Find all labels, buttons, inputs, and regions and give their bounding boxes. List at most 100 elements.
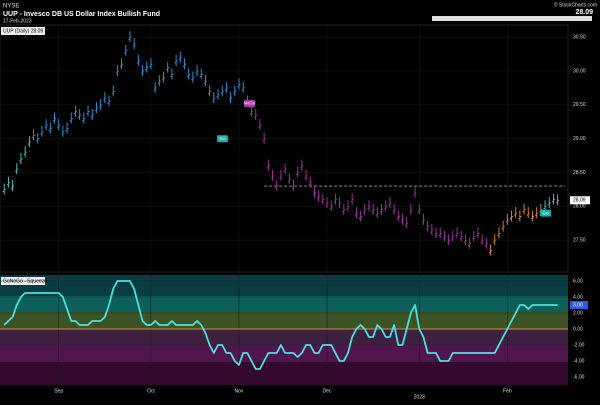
- price-bar: [392, 203, 396, 215]
- osc-tick-label: -6.00: [573, 374, 585, 380]
- price-bar: [90, 109, 94, 121]
- x-tick-label: Feb: [503, 388, 512, 394]
- price-bar: [312, 186, 316, 198]
- price-bar: [86, 105, 90, 117]
- annotation: NoGo: [244, 101, 256, 106]
- price-bar: [187, 68, 191, 80]
- price-bar: [99, 98, 103, 110]
- price-bar: [162, 71, 166, 83]
- price-bar: [153, 81, 157, 93]
- osc-tick-label: 0.00: [573, 326, 583, 332]
- price-bar: [472, 230, 476, 242]
- price-bar: [497, 227, 501, 239]
- x-tick-label: 2023: [414, 394, 425, 400]
- price-bar: [388, 196, 392, 208]
- y-tick-label: 27.50: [573, 238, 586, 244]
- price-bar: [434, 227, 438, 239]
- price-bar: [266, 159, 270, 171]
- price-bar: [132, 37, 136, 49]
- oscillator-line: [3, 280, 558, 370]
- price-bar: [514, 207, 518, 219]
- x-tick-label: Nov: [235, 388, 244, 394]
- price-bar: [27, 136, 31, 148]
- price-bar: [254, 109, 258, 121]
- x-tick-label: Dec: [323, 388, 332, 394]
- price-bar: [371, 203, 375, 215]
- price-bar: [346, 200, 350, 212]
- price-bar: [359, 210, 363, 222]
- price-bar: [438, 227, 442, 239]
- price-bar: [120, 58, 124, 70]
- price-bar: [57, 119, 61, 131]
- price-bar: [480, 234, 484, 246]
- price-bar: [65, 122, 69, 134]
- legend: UUP (Daily) 28.09: [3, 28, 43, 34]
- osc-tick-label: 6.00: [573, 278, 583, 284]
- price-bar: [224, 81, 228, 93]
- band: [0, 275, 568, 296]
- price-bar: [2, 183, 6, 195]
- price-bar: [258, 119, 262, 131]
- y-tick-label: 28.00: [573, 204, 586, 210]
- legend-box: [1, 27, 45, 35]
- price-bar: [178, 51, 182, 63]
- price-bar: [271, 169, 275, 181]
- price-bar: [124, 44, 128, 56]
- price-bar: [354, 207, 358, 219]
- price-bar: [174, 54, 178, 66]
- price-bar: [69, 112, 73, 124]
- price-bar: [78, 109, 82, 121]
- price-bar: [73, 105, 77, 117]
- price-bar: [23, 146, 27, 158]
- price-bar: [191, 71, 195, 83]
- annotation-box: [244, 99, 255, 107]
- price-bar: [526, 207, 530, 219]
- price-bar: [145, 61, 149, 73]
- price-bar: [136, 54, 140, 66]
- osc-legend: GoNoGo - Squeeze: [3, 278, 47, 284]
- price-bar: [375, 207, 379, 219]
- price-bar: [380, 203, 384, 215]
- y-tick-label: 30.50: [573, 35, 586, 41]
- date: 17-Feb-2023: [3, 18, 32, 24]
- price-bar: [195, 65, 199, 77]
- annotation-box: [217, 135, 228, 143]
- price-bar: [283, 163, 287, 175]
- osc-tick-label: 4.00: [573, 294, 583, 300]
- price-bar: [530, 210, 534, 222]
- price-bar: [338, 196, 342, 208]
- price-bar: [53, 112, 57, 124]
- price-bar: [505, 213, 509, 225]
- price-bar: [300, 159, 304, 171]
- band: [0, 362, 568, 385]
- price-bar: [455, 227, 459, 239]
- price-bar: [128, 31, 132, 43]
- price-bar: [15, 163, 19, 175]
- price-bar: [405, 217, 409, 229]
- price-bar: [417, 203, 421, 215]
- exchange: NYSE: [3, 4, 19, 10]
- price-bar: [237, 78, 241, 90]
- price-bar: [535, 207, 539, 219]
- price-bar: [241, 81, 245, 93]
- price-bar: [451, 230, 455, 242]
- price-bar: [518, 210, 522, 222]
- price-bar: [547, 196, 551, 208]
- price-bar: [442, 230, 446, 242]
- price-bar: [321, 193, 325, 205]
- price-bar: [44, 119, 48, 131]
- price-bar: [279, 169, 283, 181]
- price-bar: [262, 132, 266, 144]
- price-bar: [203, 75, 207, 87]
- price-bar: [182, 58, 186, 70]
- price-bar: [325, 196, 329, 208]
- price-bar: [463, 234, 467, 246]
- price-bar: [308, 176, 312, 188]
- price-bar: [36, 132, 40, 144]
- y-tick-label: 29.50: [573, 102, 586, 108]
- x-tick-label: Oct: [147, 388, 155, 394]
- osc-last-label: 3.00: [573, 302, 583, 308]
- price-bar: [48, 122, 52, 134]
- annotation-box: [540, 209, 551, 217]
